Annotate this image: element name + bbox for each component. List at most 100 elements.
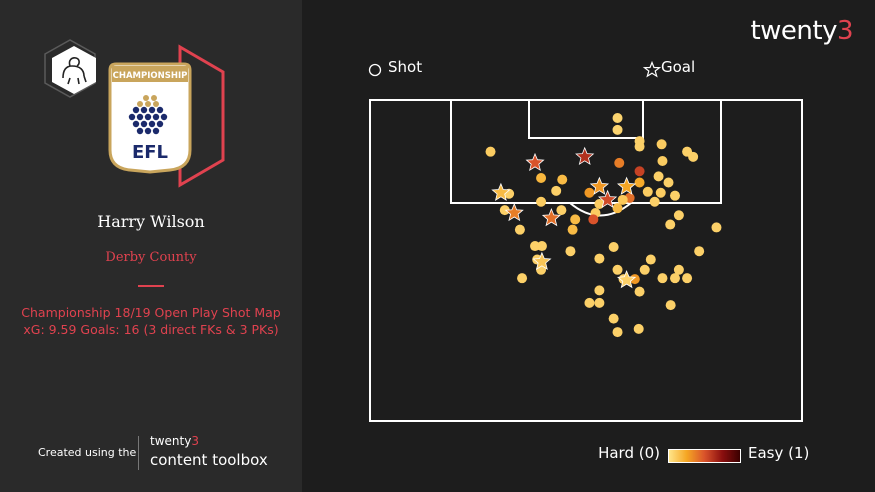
shot-marker	[536, 173, 547, 184]
shot-marker	[665, 300, 676, 311]
shot-marker	[673, 264, 684, 275]
shot-marker	[584, 297, 595, 308]
shot-marker	[645, 254, 656, 265]
shot-marker	[669, 273, 680, 284]
chart-subtitle: Championship 18/19 Open Play Shot Map	[21, 305, 281, 320]
goal-marker	[525, 152, 545, 172]
shot-marker	[536, 241, 547, 252]
shot-marker	[612, 327, 623, 338]
shot-marker	[567, 224, 578, 235]
goal-legend-icon	[642, 60, 662, 78]
badge-banner	[112, 66, 188, 82]
xg-color-scale	[668, 449, 741, 463]
shot-marker	[657, 155, 668, 166]
profile-panel: CHAMPIONSHIP EFL Harry Wilson Derby Coun…	[0, 0, 302, 492]
legend-shot-label: Shot	[388, 58, 423, 76]
divider	[138, 285, 164, 287]
goal-marker	[616, 176, 637, 195]
shot-marker	[612, 264, 623, 275]
shot-marker	[633, 323, 644, 334]
shot-marker	[653, 171, 664, 182]
goal-marker	[532, 251, 552, 270]
shot-marker	[551, 185, 562, 196]
shot-marker	[608, 242, 619, 253]
shot-marker	[565, 246, 576, 257]
efl-ball-icon	[128, 95, 168, 135]
shot-marker	[665, 219, 676, 230]
scale-hard-label: Hard (0)	[598, 444, 660, 462]
footer-divider	[138, 436, 139, 470]
shot-marker	[608, 313, 619, 324]
shot-legend-icon	[368, 63, 382, 77]
shot-marker	[485, 146, 496, 157]
shot-marker	[612, 124, 623, 135]
goal-marker	[541, 208, 562, 227]
team-name: Derby County	[105, 250, 197, 265]
shot-marker	[594, 253, 605, 264]
shot-marker	[584, 187, 595, 198]
shot-marker	[673, 210, 684, 221]
shot-marker	[629, 274, 640, 285]
shot-marker	[557, 174, 568, 185]
logos-graphic: CHAMPIONSHIP EFL	[44, 39, 225, 188]
shot-marker	[588, 214, 599, 225]
chart-panel: twenty3	[302, 0, 875, 492]
goal-marker	[616, 270, 637, 289]
shot-marker	[499, 205, 510, 216]
shot-marker	[617, 194, 628, 205]
stats-line: xG: 9.59 Goals: 16 (3 direct FKs & 3 PKs…	[23, 322, 279, 337]
goal-marker	[589, 176, 610, 195]
shot-marker	[649, 196, 660, 207]
shot-marker	[655, 187, 666, 198]
pitch-outline	[369, 99, 803, 422]
shot-marker	[657, 273, 668, 284]
shot-marker	[663, 177, 674, 188]
ram-icon	[62, 57, 87, 85]
shot-marker	[530, 241, 541, 252]
shot-marker	[656, 139, 667, 150]
shot-marker	[682, 273, 693, 284]
shot-marker	[612, 112, 623, 123]
shot-marker	[634, 286, 645, 297]
goal-marker	[597, 189, 618, 208]
shot-marker	[594, 199, 605, 210]
league-text: EFL	[132, 142, 168, 163]
brand-prefix: twenty	[750, 16, 837, 46]
badge-text: CHAMPIONSHIP	[113, 71, 188, 81]
shot-marker	[669, 190, 680, 201]
shot-marker	[694, 246, 705, 257]
shot-marker	[594, 297, 605, 308]
shot-marker	[514, 224, 525, 235]
scale-easy-label: Easy (1)	[748, 444, 810, 462]
goal-marker	[575, 146, 595, 165]
shot-marker	[517, 273, 528, 284]
shot-marker	[614, 157, 625, 168]
club-hex	[52, 46, 96, 94]
shot-marker	[594, 285, 605, 296]
toolbox-brand-suffix: 3	[191, 434, 199, 448]
shot-marker	[639, 264, 650, 275]
club-hex-outline	[44, 39, 96, 98]
created-using-text: Created using the	[38, 446, 137, 459]
penalty-arc	[569, 202, 632, 217]
goal-marker	[504, 202, 524, 222]
shot-marker	[612, 203, 623, 214]
shot-marker	[634, 141, 645, 152]
shot-marks	[485, 112, 722, 338]
toolbox-name: content toolbox	[150, 451, 268, 469]
shot-marker	[688, 151, 699, 162]
six-yard-box	[528, 99, 644, 139]
shot-marker	[570, 214, 581, 225]
toolbox-brand-prefix: twenty	[150, 434, 192, 448]
shot-marker	[556, 205, 567, 216]
shot-marker	[634, 177, 645, 188]
shot-marker	[634, 166, 645, 177]
player-name: Harry Wilson	[97, 212, 205, 231]
brand-suffix: 3	[836, 16, 854, 46]
shot-marker	[536, 196, 547, 207]
toolbox-brand: twenty3	[150, 434, 199, 448]
brand-logo: twenty3	[750, 16, 853, 46]
legend-goal-label: Goal	[661, 58, 696, 76]
